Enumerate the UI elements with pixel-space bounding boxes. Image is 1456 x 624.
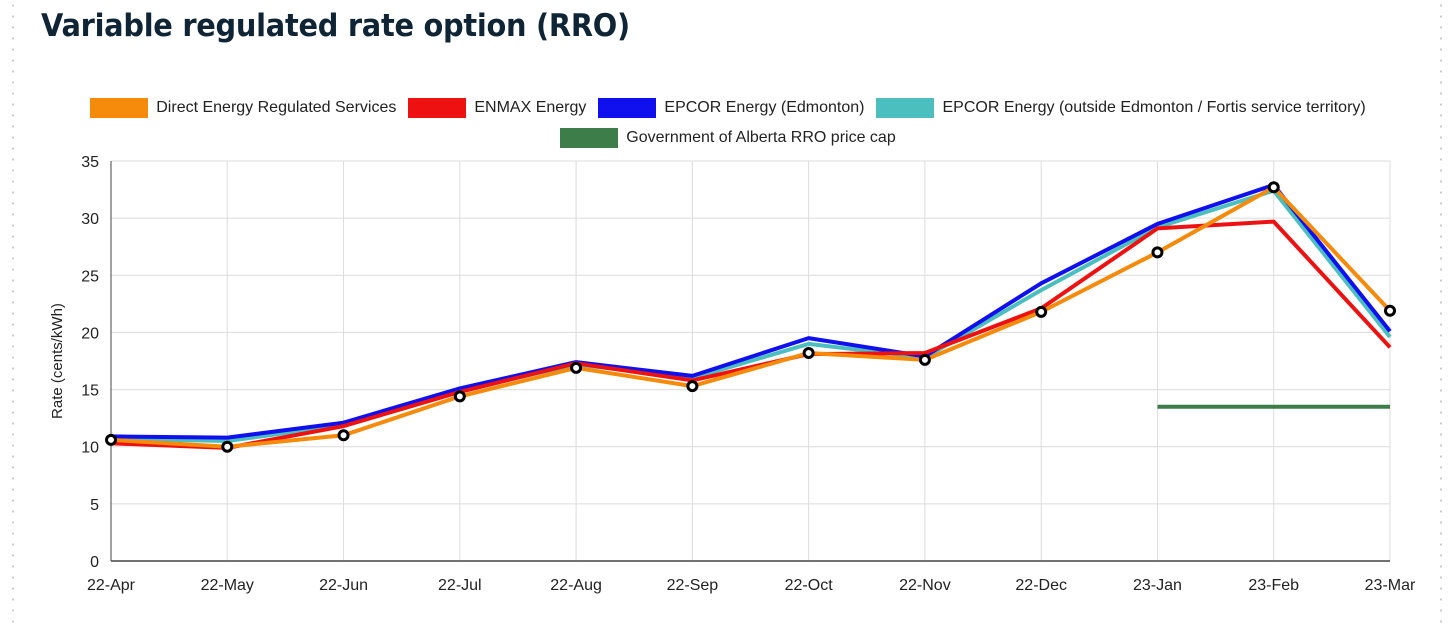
series-line-epcor-energy-edmonton[interactable] bbox=[110, 183, 1392, 440]
legend-item-enmax[interactable]: ENMAX Energy bbox=[408, 98, 586, 118]
chart-markers bbox=[105, 181, 1396, 453]
x-tick-label: 23-Jan bbox=[1133, 577, 1182, 594]
legend-label-enmax: ENMAX Energy bbox=[474, 99, 587, 116]
x-tick-label: 22-Nov bbox=[899, 577, 951, 594]
legend-item-price-cap[interactable]: Government of Alberta RRO price cap bbox=[560, 128, 896, 148]
y-tick-label: 35 bbox=[81, 154, 99, 171]
x-tick-label: 22-Dec bbox=[1015, 577, 1067, 594]
legend-swatch-enmax bbox=[408, 98, 467, 118]
y-axis-title: Rate (cents/kWh) bbox=[49, 303, 66, 419]
data-point-direct-energy-regulated-services[interactable] bbox=[453, 390, 466, 403]
chart-series bbox=[110, 183, 1392, 450]
left-border-dots bbox=[12, 0, 14, 624]
series-line-direct-energy-regulated-services[interactable] bbox=[110, 185, 1392, 449]
legend-label-direct-energy: Direct Energy Regulated Services bbox=[156, 99, 397, 116]
legend-swatch-direct-energy bbox=[90, 98, 149, 118]
y-tick-label: 10 bbox=[81, 440, 99, 457]
legend-item-direct-energy[interactable]: Direct Energy Regulated Services bbox=[90, 98, 396, 118]
x-tick-label: 22-Sep bbox=[667, 577, 719, 594]
data-point-direct-energy-regulated-services[interactable] bbox=[918, 353, 931, 366]
data-point-direct-energy-regulated-services[interactable] bbox=[1384, 304, 1396, 317]
page-title: Variable regulated rate option (RRO) bbox=[41, 8, 630, 44]
x-tick-label: 22-Oct bbox=[785, 577, 834, 594]
data-point-direct-energy-regulated-services[interactable] bbox=[337, 429, 350, 442]
legend-swatch-epcor-outside bbox=[876, 98, 935, 118]
x-tick-label: 22-Aug bbox=[550, 577, 602, 594]
chart-legend: Direct Energy Regulated Services ENMAX E… bbox=[0, 98, 1456, 118]
x-tick-label: 22-Jul bbox=[438, 577, 482, 594]
y-tick-label: 15 bbox=[81, 383, 99, 400]
chart-tick-labels: 0 5 10 15 20 25 30 35 22-Apr 22-May 22-Jun 22-Jul 22… bbox=[81, 154, 1416, 594]
data-point-direct-energy-regulated-services[interactable] bbox=[1151, 246, 1164, 259]
data-point-direct-energy-regulated-services[interactable] bbox=[1035, 305, 1048, 318]
series-line-epcor-energy-outside-edmonton-fortis-service-territory[interactable] bbox=[110, 188, 1392, 443]
x-tick-label: 22-Apr bbox=[87, 577, 136, 594]
x-tick-label: 23-Mar bbox=[1365, 577, 1416, 594]
data-point-direct-energy-regulated-services[interactable] bbox=[105, 433, 117, 446]
legend-item-epcor-edmonton[interactable]: EPCOR Energy (Edmonton) bbox=[598, 98, 864, 118]
y-tick-label: 5 bbox=[90, 497, 99, 514]
data-point-direct-energy-regulated-services[interactable] bbox=[686, 380, 699, 393]
data-point-direct-energy-regulated-services[interactable] bbox=[1267, 181, 1280, 194]
y-tick-label: 0 bbox=[90, 554, 99, 571]
legend-label-epcor-outside: EPCOR Energy (outside Edmonton / Fortis … bbox=[942, 99, 1366, 116]
y-tick-label: 30 bbox=[81, 211, 99, 228]
x-tick-label: 22-May bbox=[201, 577, 254, 594]
x-tick-label: 22-Jun bbox=[319, 577, 368, 594]
legend-label-epcor-edmonton: EPCOR Energy (Edmonton) bbox=[664, 99, 865, 116]
chart-axes bbox=[110, 161, 1390, 562]
right-border-dots bbox=[1440, 0, 1442, 624]
data-point-direct-energy-regulated-services[interactable] bbox=[221, 440, 234, 453]
legend-item-epcor-outside[interactable]: EPCOR Energy (outside Edmonton / Fortis … bbox=[876, 98, 1366, 118]
legend-swatch-price-cap bbox=[560, 128, 619, 148]
legend-swatch-epcor-edmonton bbox=[598, 98, 657, 118]
data-point-direct-energy-regulated-services[interactable] bbox=[802, 347, 815, 359]
data-point-direct-energy-regulated-services[interactable] bbox=[570, 361, 583, 374]
y-tick-label: 20 bbox=[81, 325, 99, 342]
y-tick-label: 25 bbox=[81, 268, 99, 285]
chart-legend-row-2: Government of Alberta RRO price cap bbox=[0, 128, 1456, 148]
series-line-enmax-energy[interactable] bbox=[110, 219, 1392, 450]
x-tick-label: 23-Feb bbox=[1248, 577, 1299, 594]
legend-label-price-cap: Government of Alberta RRO price cap bbox=[626, 129, 896, 146]
